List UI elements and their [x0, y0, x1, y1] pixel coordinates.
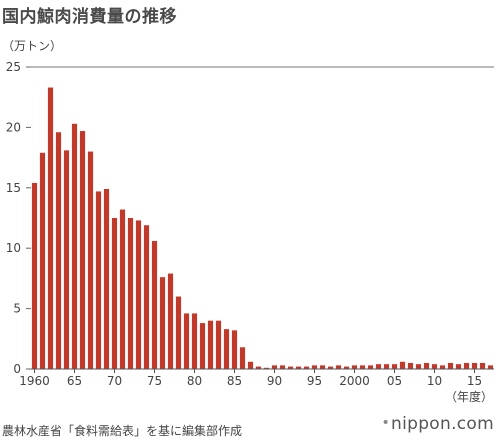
bar-1964	[63, 150, 70, 369]
x-axis-unit-label: （年度）	[445, 389, 493, 404]
bars	[31, 87, 494, 369]
bar-1968	[95, 191, 102, 369]
bar-1966	[79, 131, 86, 369]
bar-1990	[271, 365, 278, 369]
bar-2009	[423, 362, 430, 369]
bar-2001	[359, 365, 366, 369]
x-tick-label: 95	[307, 374, 322, 388]
y-axis-unit-label: （万トン）	[2, 39, 62, 53]
x-tick-label: 2000	[339, 374, 370, 388]
x-tick-label: 65	[67, 374, 82, 388]
bar-1965	[71, 123, 78, 369]
bar-1971	[119, 209, 126, 369]
bar-2004	[383, 364, 390, 369]
bar-2011	[439, 365, 446, 369]
x-tick-label: 05	[387, 374, 402, 388]
bar-1988	[255, 366, 262, 369]
bar-1982	[207, 320, 214, 369]
y-tick-label: 10	[6, 241, 21, 255]
bar-1991	[279, 365, 286, 369]
y-tick-label: 5	[13, 302, 21, 316]
y-axis: 0 5 10 15 20 25	[6, 60, 494, 376]
bar-1972	[127, 218, 134, 369]
bar-2008	[415, 364, 422, 369]
bar-1977	[167, 273, 174, 369]
bar-1984	[223, 329, 230, 369]
bar-1969	[103, 189, 110, 369]
bar-1979	[183, 313, 190, 369]
bar-2013	[455, 364, 462, 369]
nippon-logo: •nippon.com	[381, 414, 494, 434]
y-tick-label: 0	[13, 362, 21, 376]
bar-1993	[295, 366, 302, 369]
bar-1981	[199, 323, 206, 369]
bar-2016	[479, 362, 486, 369]
bar-2000	[351, 365, 358, 369]
x-axis: 1960 65 70 75 80 85 90 95 2000 05 10 15	[19, 368, 494, 388]
bar-1983	[215, 320, 222, 369]
bar-1975	[151, 240, 158, 369]
bar-2014	[463, 362, 470, 369]
bar-2007	[407, 362, 414, 369]
bar-1960	[31, 182, 38, 369]
bar-1961	[39, 152, 46, 369]
y-tick-label: 15	[6, 181, 21, 195]
bar-1974	[143, 225, 150, 369]
bar-1967	[87, 151, 94, 369]
y-tick-label: 20	[6, 120, 21, 134]
logo-text: nippon.com	[391, 414, 494, 434]
bar-2010	[431, 364, 438, 369]
bar-1996	[319, 365, 326, 369]
bar-1973	[135, 220, 142, 369]
x-tick-label: 85	[227, 374, 242, 388]
bar-1963	[55, 132, 62, 369]
bar-1986	[239, 347, 246, 369]
bar-1998	[335, 365, 342, 369]
bar-1989	[263, 367, 270, 369]
x-tick-label: 1960	[19, 374, 50, 388]
bar-2003	[375, 364, 382, 369]
bar-1994	[303, 366, 310, 369]
bar-1997	[327, 366, 334, 369]
logo-dot-icon: •	[381, 415, 391, 431]
bar-2012	[447, 362, 454, 369]
chart-title: 国内鯨肉消費量の推移	[2, 7, 177, 27]
bar-2015	[471, 362, 478, 369]
bar-2006	[399, 361, 406, 369]
bar-1987	[247, 361, 254, 369]
bar-1976	[159, 277, 166, 369]
bar-1995	[311, 365, 318, 369]
bar-1970	[111, 218, 118, 369]
x-tick-label: 70	[107, 374, 122, 388]
x-tick-label: 15	[467, 374, 482, 388]
x-tick-label: 90	[267, 374, 282, 388]
y-tick-label: 25	[6, 60, 21, 74]
bar-1980	[191, 313, 198, 369]
source-note: 農林水産省「食料需給表」を基に編集部作成	[2, 424, 243, 438]
x-tick-label: 10	[427, 374, 442, 388]
bar-2017	[487, 365, 494, 369]
bar-1978	[175, 296, 182, 369]
bar-1992	[287, 366, 294, 369]
x-tick-label: 80	[187, 374, 202, 388]
bar-2005	[391, 364, 398, 369]
bar-1999	[343, 366, 350, 369]
bar-1985	[231, 330, 238, 369]
bar-2002	[367, 365, 374, 369]
bar-1962	[47, 87, 54, 369]
x-tick-label: 75	[147, 374, 162, 388]
